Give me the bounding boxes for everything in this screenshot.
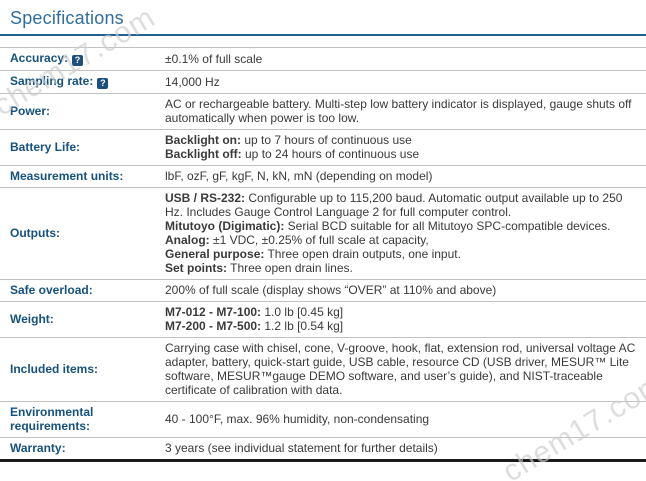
spec-value-cell: lbF, ozF, gF, kgF, N, kN, mN (depending …: [165, 169, 646, 183]
spec-row-measurement-units: Measurement units: lbF, ozF, gF, kgF, N, …: [0, 166, 646, 188]
spec-value-text: ±1 VDC, ±0.25% of full scale at capacity…: [209, 233, 429, 247]
spec-label-text: Battery Life:: [10, 140, 81, 154]
spec-value-text: 40 - 100°F, max. 96% humidity, non-conde…: [165, 412, 430, 426]
spec-label-cell: Sampling rate:?: [0, 74, 165, 89]
spec-row-battery-life: Battery Life: Backlight on: up to 7 hours…: [0, 130, 646, 166]
help-icon[interactable]: ?: [97, 78, 109, 89]
heading-underline: [0, 34, 646, 36]
spec-value-text: 14,000 Hz: [165, 74, 220, 89]
spec-value-text: Three open drain lines.: [227, 261, 353, 275]
spec-value-line: 40 - 100°F, max. 96% humidity, non-conde…: [165, 412, 638, 426]
spec-value-cell: 40 - 100°F, max. 96% humidity, non-conde…: [165, 412, 646, 426]
spec-value-cell: M7-012 - M7-100: 1.0 lb [0.45 kg] M7-200 …: [165, 305, 646, 333]
spec-value-line: 200% of full scale (display shows “OVER”…: [165, 283, 638, 297]
spec-row-weight: Weight: M7-012 - M7-100: 1.0 lb [0.45 kg]…: [0, 302, 646, 338]
spec-value-line: Mitutoyo (Digimatic): Serial BCD suitabl…: [165, 219, 638, 233]
spec-value-prefix: M7-200 - M7-500:: [165, 319, 262, 333]
spec-value-text: lbF, ozF, gF, kgF, N, kN, mN (depending …: [165, 169, 433, 183]
spec-value-line: M7-200 - M7-500: 1.2 lb [0.54 kg]: [165, 319, 638, 333]
spec-label-cell: Accuracy:?: [0, 51, 165, 66]
spec-label-text: Safe overload:: [10, 283, 93, 297]
spec-value-prefix: Set points:: [165, 261, 227, 275]
spec-value-text: Configurable up to 115,200 baud. Automat…: [165, 191, 623, 219]
spec-value-line: USB / RS-232: Configurable up to 115,200…: [165, 191, 638, 219]
spec-row-safe-overload: Safe overload: 200% of full scale (displa…: [0, 280, 646, 302]
spec-row-environmental-requirements: Environmental requirements: 40 - 100°F, m…: [0, 402, 646, 438]
spec-value-cell: ±0.1% of full scale: [165, 52, 646, 66]
spec-row-accuracy: Accuracy:? ±0.1% of full scale: [0, 48, 646, 71]
spec-value-text: Serial BCD suitable for all Mitutoyo SPC…: [284, 219, 611, 233]
spec-label-cell: Outputs:: [0, 226, 165, 240]
spec-label-cell: Included items:: [0, 362, 165, 376]
spec-value-text: 1.0 lb [0.45 kg]: [261, 305, 344, 319]
page-title: Specifications: [10, 8, 124, 28]
spec-label-text: Weight:: [10, 312, 54, 326]
spec-table: Accuracy:? ±0.1% of full scale Sampling ra…: [0, 47, 646, 462]
spec-label-cell: Battery Life:: [0, 140, 165, 154]
help-icon[interactable]: ?: [72, 55, 84, 66]
spec-label-cell: Weight:: [0, 312, 165, 326]
spec-value-text: 1.2 lb [0.54 kg]: [261, 319, 344, 333]
spec-label-cell: Environmental requirements:: [0, 405, 165, 433]
spec-label-text: Outputs:: [10, 226, 60, 240]
spec-value-text: Carrying case with chisel, cone, V-groov…: [165, 341, 636, 397]
spec-value-text: AC or rechargeable battery. Multi-step l…: [165, 97, 632, 125]
spec-value-cell: USB / RS-232: Configurable up to 115,200…: [165, 191, 646, 275]
spec-label-text: Warranty:: [10, 441, 66, 455]
spec-value-prefix: USB / RS-232:: [165, 191, 246, 205]
spec-value-line: 14,000 Hz: [165, 75, 638, 89]
spec-value-cell: Backlight on: up to 7 hours of continuou…: [165, 133, 646, 161]
spec-label-text: Accuracy:: [10, 51, 69, 65]
spec-value-text: up to 24 hours of continuous use: [241, 147, 420, 161]
spec-value-cell: Carrying case with chisel, cone, V-groov…: [165, 341, 646, 397]
spec-value-line: 3 years (see individual statement for fu…: [165, 441, 638, 455]
spec-row-sampling-rate: Sampling rate:? 14,000 Hz: [0, 71, 646, 94]
spec-value-line: Set points: Three open drain lines.: [165, 261, 638, 275]
spec-value-line: lbF, ozF, gF, kgF, N, kN, mN (depending …: [165, 169, 638, 183]
spec-value-text: Three open drain outputs, one input.: [264, 247, 461, 261]
spec-value-cell: 3 years (see individual statement for fu…: [165, 441, 646, 455]
spec-value-line: Analog: ±1 VDC, ±0.25% of full scale at …: [165, 233, 638, 247]
spec-value-text: ±0.1% of full scale: [165, 51, 263, 66]
spec-label-cell: Safe overload:: [0, 283, 165, 297]
spec-label-cell: Power:: [0, 104, 165, 118]
spec-value-cell: AC or rechargeable battery. Multi-step l…: [165, 97, 646, 125]
spec-label-text: Power:: [10, 104, 51, 118]
spec-label-text: Environmental requirements:: [10, 405, 94, 433]
spec-value-line: Backlight on: up to 7 hours of continuou…: [165, 133, 638, 147]
spec-row-power: Power: AC or rechargeable battery. Multi-…: [0, 94, 646, 130]
spec-label-cell: Measurement units:: [0, 169, 165, 183]
spec-value-cell: 200% of full scale (display shows “OVER”…: [165, 283, 646, 297]
spec-label-text: Included items:: [10, 362, 99, 376]
spec-value-text: 200% of full scale (display shows “OVER”…: [165, 283, 497, 297]
spec-value-prefix: Analog:: [165, 233, 210, 247]
spec-value-prefix: Backlight on:: [165, 133, 242, 147]
spec-value-prefix: General purpose:: [165, 247, 265, 261]
spec-label-cell: Warranty:: [0, 441, 165, 455]
spec-value-line: M7-012 - M7-100: 1.0 lb [0.45 kg]: [165, 305, 638, 319]
spec-label-text: Sampling rate:: [10, 74, 94, 88]
spec-value-line: ±0.1% of full scale: [165, 52, 638, 66]
spec-value-text: up to 7 hours of continuous use: [241, 133, 412, 147]
spec-value-prefix: Mitutoyo (Digimatic):: [165, 219, 285, 233]
spec-value-line: AC or rechargeable battery. Multi-step l…: [165, 97, 638, 125]
spec-label-text: Measurement units:: [10, 169, 124, 183]
spec-value-cell: 14,000 Hz: [165, 75, 646, 89]
spec-row-included-items: Included items: Carrying case with chisel…: [0, 338, 646, 402]
spec-row-outputs: Outputs: USB / RS-232: Configurable up to…: [0, 188, 646, 280]
spec-value-text: 3 years (see individual statement for fu…: [165, 441, 438, 455]
spec-value-line: General purpose: Three open drain output…: [165, 247, 638, 261]
spec-value-prefix: Backlight off:: [165, 147, 242, 161]
spec-row-warranty: Warranty: 3 years (see individual stateme…: [0, 438, 646, 462]
spec-value-prefix: M7-012 - M7-100:: [165, 305, 262, 319]
spec-value-line: Carrying case with chisel, cone, V-groov…: [165, 341, 638, 397]
spec-value-line: Backlight off: up to 24 hours of continu…: [165, 147, 638, 161]
